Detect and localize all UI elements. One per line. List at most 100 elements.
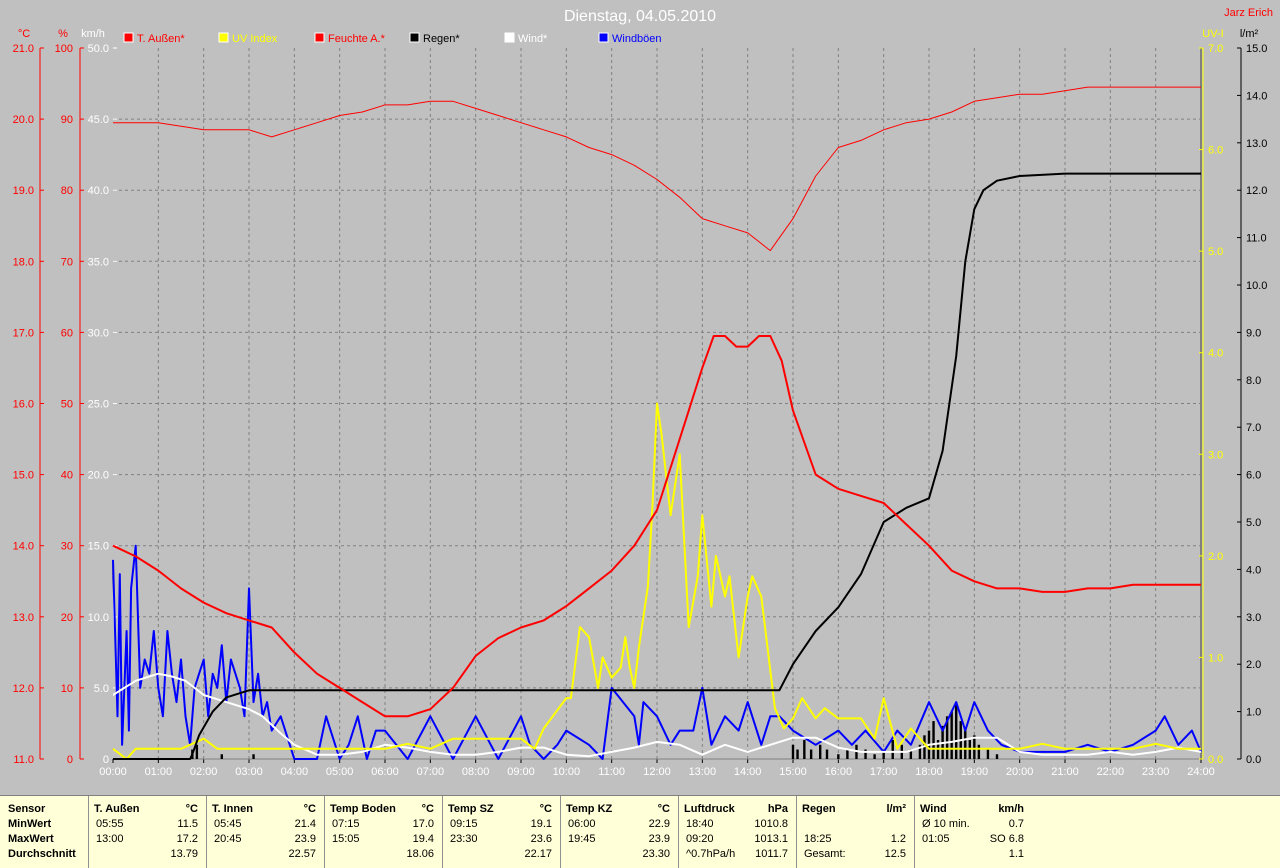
x-tick-label: 03:00 <box>235 766 263 778</box>
y-tick-label-wind: 25.0 <box>88 399 109 411</box>
rain-bar <box>252 754 255 759</box>
axis-unit-hum: % <box>58 28 68 40</box>
stat-max-value: 19.4 <box>412 833 434 845</box>
y-tick-label-hum: 10 <box>61 683 73 695</box>
x-tick-label: 04:00 <box>281 766 309 778</box>
y-tick-label-wind: 50.0 <box>88 43 109 55</box>
stat-section: T. Außen °C 05:55 11.5 13:00 17.2 13.79 <box>88 796 207 868</box>
y-tick-label-wind: 40.0 <box>88 185 109 197</box>
row-label-max: MaxWert <box>8 833 54 845</box>
stat-max-time: 15:05 <box>332 833 360 845</box>
axis-unit-temp: °C <box>18 28 30 40</box>
stat-avg-label: ^0.7hPa/h <box>686 848 736 860</box>
rain-bar <box>955 702 958 759</box>
stat-avg-value: 23.30 <box>642 848 670 860</box>
stat-min-time: 07:15 <box>332 818 360 830</box>
y-tick-label-temp: 21.0 <box>13 43 34 55</box>
rain-bar <box>932 721 935 759</box>
stat-name: Regen <box>802 803 836 815</box>
legend: T. Außen* UV Index Feuchte A.* Regen* Wind* W… <box>123 32 662 45</box>
stat-avg-value: 18.06 <box>406 848 434 860</box>
stat-section: T. Innen °C 05:45 21.4 20:45 23.9 22.57 <box>206 796 325 868</box>
x-tick-label: 22:00 <box>1097 766 1125 778</box>
stat-min-value: 11.5 <box>177 818 198 830</box>
statistics-table: Sensor MinWert MaxWert Durchschnitt T. A… <box>0 795 1280 868</box>
stat-section: Temp KZ °C 06:00 22.9 19:45 23.9 23.30 <box>560 796 679 868</box>
x-tick-label: 23:00 <box>1142 766 1170 778</box>
row-label-sensor: Sensor <box>8 803 46 815</box>
y-tick-label-hum: 30 <box>61 541 73 553</box>
chart-title: Dienstag, 04.05.2010 <box>564 8 716 25</box>
stat-max-value: 1.2 <box>890 833 906 845</box>
legend-entry: Feuchte A.* <box>328 33 386 45</box>
series-lines <box>112 86 1202 760</box>
stat-max-value: 17.2 <box>176 833 198 845</box>
y-tick-label-rain: 15.0 <box>1246 43 1267 55</box>
stat-min-time: 06:00 <box>568 818 596 830</box>
stat-unit: km/h <box>998 803 1024 815</box>
y-tick-label-uv: 0.0 <box>1208 754 1223 766</box>
legend-swatch <box>598 32 609 43</box>
y-tick-label-hum: 60 <box>61 327 73 339</box>
y-tick-label-uv: 6.0 <box>1208 145 1223 157</box>
legend-swatch <box>504 32 515 43</box>
stat-min-value: 22.9 <box>648 818 670 830</box>
tick-labels: 00:00 01:00 02:00 03:00 04:00 05:00 06:00 07:00… <box>13 28 1268 778</box>
y-tick-label-rain: 13.0 <box>1246 138 1267 150</box>
rain-bar <box>819 744 822 759</box>
y-tick-label-temp: 16.0 <box>13 399 34 411</box>
stat-section: Luftdruck hPa 18:40 1010.8 09:20 1013.1 ^0.7hP… <box>678 796 797 868</box>
stat-max-time: 09:20 <box>686 833 714 845</box>
x-tick-label: 13:00 <box>689 766 717 778</box>
y-tick-label-temp: 14.0 <box>13 541 34 553</box>
axis-unit-wind: km/h <box>81 28 105 40</box>
y-tick-label-wind: 0 <box>103 754 109 766</box>
x-tick-label: 08:00 <box>462 766 490 778</box>
y-tick-label-hum: 50 <box>61 399 73 411</box>
y-tick-label-hum: 40 <box>61 470 73 482</box>
y-tick-label-rain: 0.0 <box>1246 754 1261 766</box>
stat-max-time: 01:05 <box>922 833 950 845</box>
x-tick-label: 10:00 <box>553 766 581 778</box>
stat-max-time: 19:45 <box>568 833 596 845</box>
y-tick-label-hum: 80 <box>61 185 73 197</box>
rain-bar <box>864 749 867 759</box>
y-tick-label-hum: 100 <box>55 43 73 55</box>
stat-section: Wind km/h Ø 10 min. 0.7 01:05 SO 6.8 1.1 <box>914 796 1032 868</box>
legend-swatch <box>409 32 420 43</box>
x-tick-label: 14:00 <box>734 766 762 778</box>
y-tick-label-rain: 1.0 <box>1246 707 1261 719</box>
y-tick-label-uv: 5.0 <box>1208 246 1223 258</box>
stat-max-value: SO 6.8 <box>989 833 1024 845</box>
x-tick-label: 01:00 <box>145 766 173 778</box>
rain-bar <box>220 754 223 759</box>
y-tick-label-temp: 11.0 <box>13 754 34 766</box>
stat-min-value: 1010.8 <box>754 818 788 830</box>
y-tick-label-temp: 20.0 <box>13 114 34 126</box>
y-tick-label-rain: 8.0 <box>1246 375 1261 387</box>
x-tick-label: 09:00 <box>507 766 535 778</box>
y-tick-label-uv: 1.0 <box>1208 652 1223 664</box>
x-tick-label: 20:00 <box>1006 766 1034 778</box>
stat-name: Temp SZ <box>448 803 494 815</box>
y-tick-label-uv: 4.0 <box>1208 348 1223 360</box>
x-tick-label: 11:00 <box>598 766 625 778</box>
stat-min-time: 05:45 <box>214 818 242 830</box>
stat-max-time: 13:00 <box>96 833 124 845</box>
stat-unit: l/m² <box>886 803 906 815</box>
rain-bar <box>791 744 795 759</box>
y-tick-label-rain: 9.0 <box>1246 327 1261 339</box>
stat-min-time: Ø 10 min. <box>922 818 970 830</box>
series-wind <box>112 672 1202 758</box>
y-tick-label-rain: 6.0 <box>1246 470 1261 482</box>
stat-section: Temp Boden °C 07:15 17.0 15:05 19.4 18.06 <box>324 796 443 868</box>
stat-min-value: 21.4 <box>294 818 316 830</box>
x-tick-label: 07:00 <box>417 766 445 778</box>
stat-min-value: 17.0 <box>412 818 434 830</box>
y-tick-label-temp: 15.0 <box>13 470 34 482</box>
stat-unit: °C <box>539 803 552 815</box>
rain-bar <box>986 749 990 759</box>
axes <box>39 47 1242 763</box>
rain-bar <box>977 744 981 759</box>
stat-min-time: 09:15 <box>450 818 478 830</box>
